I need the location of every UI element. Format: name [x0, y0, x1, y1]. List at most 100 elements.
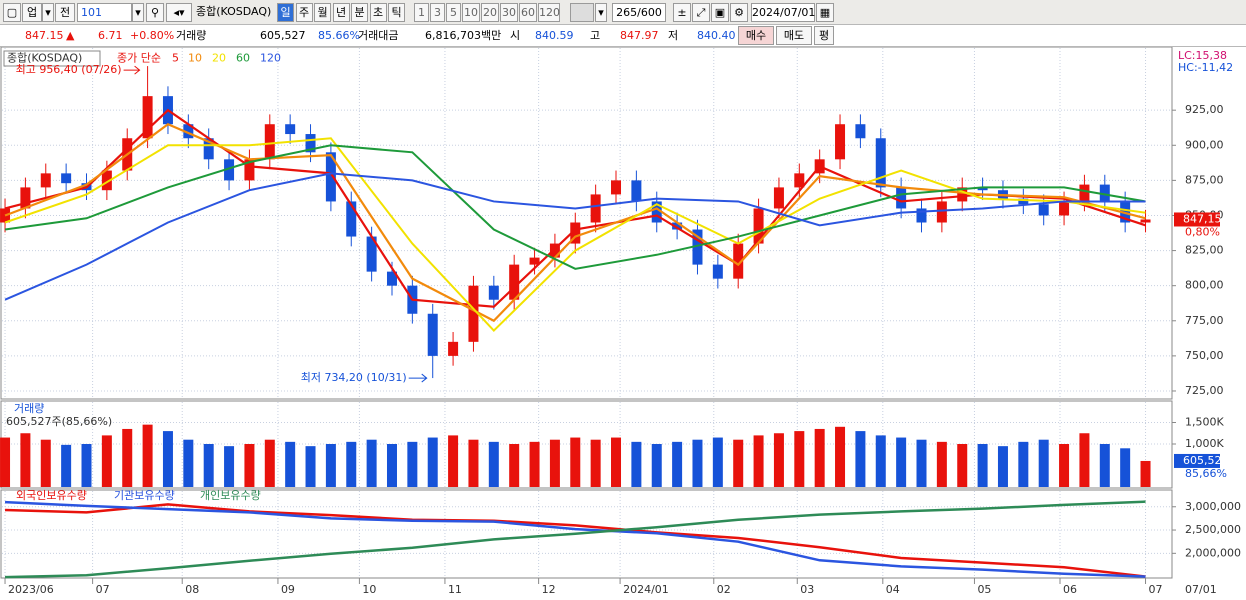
- period-button[interactable]: 월: [314, 3, 331, 22]
- candle-body: [549, 243, 560, 258]
- volume-bar: [794, 431, 805, 487]
- period-button[interactable]: 년: [332, 3, 350, 22]
- current-volume: 605,527: [1183, 454, 1229, 467]
- candle-body: [936, 201, 947, 223]
- holding-line: [5, 500, 1146, 579]
- interval-button[interactable]: 5: [446, 3, 461, 22]
- y-tick-label: 800,00: [1185, 279, 1224, 292]
- candle-body: [448, 341, 459, 356]
- interval-button[interactable]: 20: [481, 3, 499, 22]
- candle-body: [142, 96, 153, 139]
- y-tick-label: 1,000K: [1185, 437, 1224, 450]
- panel-summary: 605,527주(85,66%): [6, 415, 112, 428]
- y-tick-label: 750,00: [1185, 349, 1224, 362]
- icon[interactable]: ±: [673, 3, 691, 22]
- x-tick-label: 02: [717, 583, 731, 596]
- sell-button[interactable]: 매도: [776, 26, 812, 45]
- interval-button[interactable]: 120: [538, 3, 560, 22]
- label: 거래량: [176, 29, 207, 42]
- candle-body: [835, 124, 846, 160]
- date[interactable]: 2024/07/01: [751, 3, 815, 22]
- icon[interactable]: ▣: [711, 3, 729, 22]
- interval-button[interactable]: 3: [430, 3, 445, 22]
- buy-button[interactable]: 매수: [738, 26, 774, 45]
- icon[interactable]: ⤢: [692, 3, 710, 22]
- candle-body: [590, 194, 601, 223]
- period-button[interactable]: 분: [351, 3, 368, 22]
- volume-bar: [692, 439, 703, 487]
- interval-button[interactable]: 1: [414, 3, 429, 22]
- volume-bar: [957, 444, 968, 487]
- x-end-label: 07/01: [1185, 583, 1217, 596]
- sound[interactable]: ◂▾: [166, 3, 192, 22]
- x-tick-label: 04: [886, 583, 900, 596]
- current-price: 847,15: [1183, 212, 1222, 225]
- x-tick-label: 2023/06: [8, 583, 54, 596]
- x-tick-label: 07: [1149, 583, 1163, 596]
- period-button[interactable]: 주: [295, 3, 313, 22]
- x-tick-label: 2024/01: [623, 583, 669, 596]
- candle-body: [631, 180, 642, 202]
- volume-bar: [40, 439, 51, 487]
- legend-ma-label: 종가 단순: [117, 52, 161, 65]
- candle-body: [1099, 184, 1110, 202]
- period-button[interactable]: 틱: [388, 3, 405, 22]
- x-tick-label: 05: [977, 583, 991, 596]
- icon[interactable]: ⚙: [730, 3, 748, 22]
- icon[interactable]: ▢: [3, 3, 21, 22]
- period-button[interactable]: 일: [277, 3, 294, 22]
- interval-input[interactable]: [570, 3, 594, 22]
- count[interactable]: 265/600: [612, 3, 666, 22]
- candle-body: [733, 243, 744, 279]
- y-tick-label: 2,500,000: [1185, 523, 1241, 536]
- volume-bar: [20, 433, 31, 487]
- candle-body: [40, 173, 51, 188]
- holding-line: [5, 503, 1146, 578]
- name: 종합(KOSDAQ): [196, 5, 272, 18]
- interval-button[interactable]: 60: [519, 3, 537, 22]
- volume-bar: [488, 441, 499, 487]
- dropdown[interactable]: ▾: [42, 3, 54, 22]
- candle-body: [20, 187, 31, 209]
- candle-body: [488, 285, 499, 300]
- interval-button[interactable]: 10: [462, 3, 480, 22]
- y-tick-label: 925,00: [1185, 103, 1224, 116]
- code-input[interactable]: 101: [77, 3, 132, 22]
- change: 6.71: [98, 29, 123, 42]
- candle-body: [855, 124, 866, 139]
- x-tick-label: 11: [448, 583, 462, 596]
- button[interactable]: 평: [814, 26, 834, 45]
- arrow: ▲: [66, 29, 75, 42]
- legend-entry: 기관보유수량: [114, 489, 175, 502]
- legend-entry: 60: [236, 52, 250, 65]
- y-tick-label: 725,00: [1185, 384, 1224, 397]
- mode[interactable]: 전: [55, 3, 75, 22]
- candle-body: [264, 124, 275, 160]
- calendar[interactable]: ▦: [816, 3, 834, 22]
- price-panel: [0, 46, 1173, 400]
- dropdown[interactable]: ▾: [132, 3, 144, 22]
- candle-body: [529, 257, 540, 265]
- legend-box: [3, 50, 101, 67]
- volume-bar: [773, 433, 784, 487]
- search[interactable]: ⚲: [146, 3, 164, 22]
- candle-body: [285, 124, 296, 135]
- y-tick-label: 875,00: [1185, 173, 1224, 186]
- amount: 6,816,703백만: [425, 29, 502, 42]
- volume-bar: [835, 426, 846, 487]
- volume-bar: [590, 439, 601, 487]
- label: 저: [668, 29, 679, 42]
- volume-bar: [855, 431, 866, 487]
- market[interactable]: 업: [22, 3, 42, 22]
- interval-button[interactable]: 30: [500, 3, 518, 22]
- candle-body: [509, 264, 520, 300]
- period-button[interactable]: 초: [369, 3, 387, 22]
- y-tick-label: 775,00: [1185, 314, 1224, 327]
- candle-body: [611, 180, 622, 195]
- volume-bar: [997, 446, 1008, 487]
- volume-bar: [101, 435, 112, 487]
- dropdown[interactable]: ▾: [595, 3, 607, 22]
- candle-body: [692, 229, 703, 265]
- current-box: [1174, 212, 1220, 227]
